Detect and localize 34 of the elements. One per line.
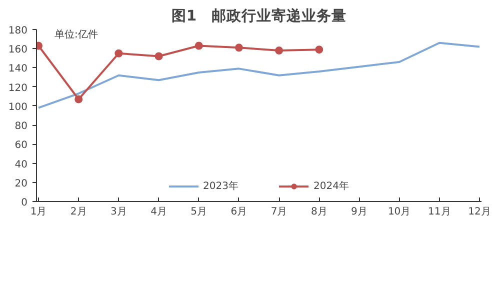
y-tick-label: 140: [8, 64, 28, 75]
legend-label: 2023年: [203, 180, 238, 193]
x-tick-label: 3月: [110, 206, 127, 218]
y-tick-label: 60: [14, 140, 28, 152]
y-tick-label: 100: [8, 102, 28, 113]
y-axis-title: 单位:亿件: [54, 28, 98, 40]
x-tick-label: 11月: [428, 206, 451, 218]
point: [315, 46, 324, 54]
x-tick-label: 8月: [310, 206, 328, 218]
y-tick-label: 40: [14, 159, 28, 170]
x-tick-label: 4月: [150, 206, 167, 218]
x-tick-label: 6月: [230, 206, 248, 218]
point: [234, 44, 243, 52]
y-tick-label: 80: [14, 121, 28, 132]
y-tick-label: 120: [8, 82, 28, 94]
x-tick-label: 2月: [70, 206, 87, 218]
point: [194, 42, 203, 50]
y-tick-label: 0: [21, 198, 28, 208]
y-tick-label: 20: [14, 178, 28, 190]
x-tick-label: 12月: [468, 206, 491, 218]
y-tick-label: 180: [8, 26, 28, 36]
point: [114, 49, 123, 58]
x-tick-label: 7月: [270, 206, 288, 218]
point: [275, 46, 284, 55]
y-tick-label: 160: [8, 44, 28, 56]
x-tick-label: 5月: [190, 206, 208, 218]
x-tick-label: 9月: [351, 206, 368, 218]
x-tick-label: 1月: [30, 206, 47, 218]
point: [154, 52, 163, 60]
legend-label: 2024年: [314, 180, 349, 193]
x-tick-label: 10月: [388, 206, 411, 218]
point: [74, 95, 83, 104]
line-series: [38, 42, 480, 109]
chart-title: 图1 邮政行业寄递业务量: [171, 6, 347, 24]
